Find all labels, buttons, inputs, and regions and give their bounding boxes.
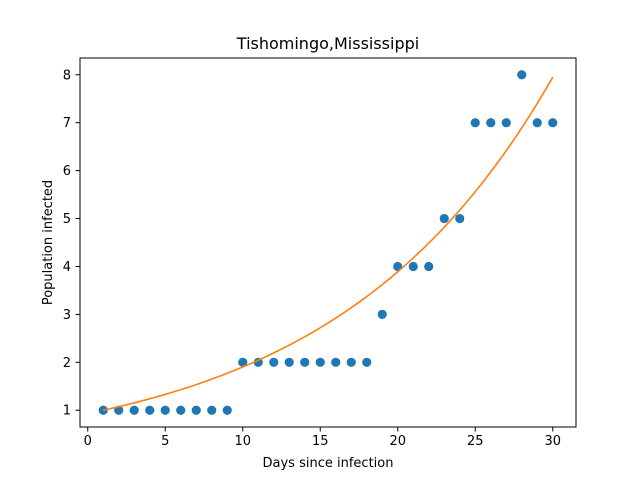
x-tick-label: 25 — [467, 434, 484, 449]
data-point — [486, 118, 496, 128]
y-axis-label: Population infected — [41, 180, 56, 305]
data-point — [176, 405, 186, 415]
data-point — [424, 261, 434, 272]
y-tick-label: 3 — [63, 308, 71, 323]
x-tick-label: 0 — [84, 434, 92, 449]
data-point — [222, 405, 232, 415]
axes-frame — [79, 57, 577, 428]
x-tick-label: 15 — [312, 434, 329, 449]
data-point — [532, 118, 542, 128]
data-point — [129, 405, 139, 415]
data-point — [315, 357, 325, 367]
data-point — [548, 118, 558, 128]
data-point — [470, 118, 480, 128]
data-point — [269, 357, 279, 367]
x-tick-label: 10 — [234, 434, 251, 449]
y-tick-label: 4 — [63, 260, 71, 275]
y-tick-label: 1 — [63, 404, 71, 419]
data-point — [517, 70, 527, 80]
chart-title: Tishomingo,Mississippi — [236, 34, 419, 53]
data-point — [160, 405, 170, 415]
data-point — [207, 405, 217, 415]
x-tick-label: 30 — [544, 434, 561, 449]
data-point — [284, 357, 294, 367]
data-point — [439, 213, 449, 224]
data-point — [191, 405, 201, 415]
y-tick-label: 8 — [63, 68, 71, 83]
data-point — [238, 357, 248, 367]
data-point — [377, 309, 387, 319]
x-tick-label: 5 — [161, 434, 169, 449]
data-point — [501, 118, 511, 128]
data-point — [331, 357, 341, 367]
y-axis-ticks: 1 2 3 4 5 6 7 8 — [63, 68, 80, 419]
data-point — [408, 261, 418, 272]
data-point — [346, 357, 356, 367]
y-tick-label: 6 — [63, 164, 71, 179]
x-axis-ticks: 0 5 10 15 20 25 30 — [84, 427, 561, 449]
x-tick-label: 20 — [389, 434, 406, 449]
fit-line — [103, 76, 554, 412]
data-point — [455, 213, 465, 224]
plot-area — [98, 70, 558, 415]
y-tick-label: 5 — [63, 212, 71, 227]
y-tick-label: 7 — [63, 116, 71, 131]
data-point — [362, 357, 372, 367]
x-axis-label: Days since infection — [263, 456, 394, 471]
data-point — [145, 405, 155, 415]
y-tick-label: 2 — [63, 356, 71, 371]
data-point — [300, 357, 310, 367]
